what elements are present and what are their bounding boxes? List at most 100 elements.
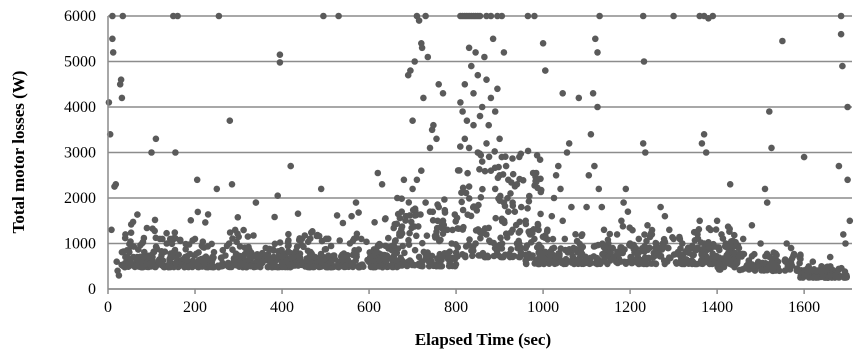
data-point <box>641 231 648 238</box>
data-point <box>646 244 653 252</box>
data-point <box>599 250 606 258</box>
data-point <box>413 232 420 240</box>
data-point <box>660 235 668 243</box>
x-tick-label: 1400 <box>701 299 733 316</box>
data-point <box>768 144 775 152</box>
y-tick-label: 4000 <box>64 99 96 116</box>
data-point <box>516 227 524 235</box>
data-point <box>613 258 620 266</box>
data-point <box>374 243 382 250</box>
data-point <box>202 219 209 226</box>
data-point <box>779 37 786 45</box>
data-point <box>484 253 492 261</box>
data-point <box>236 243 244 250</box>
data-point <box>479 249 487 257</box>
data-point <box>720 263 728 271</box>
data-point <box>406 212 414 219</box>
data-point <box>335 12 342 20</box>
data-point <box>172 149 179 156</box>
data-point <box>390 224 398 232</box>
data-point <box>449 226 456 234</box>
data-point <box>575 94 583 102</box>
data-point <box>135 246 142 253</box>
data-point <box>112 181 120 188</box>
data-point <box>336 237 344 244</box>
data-point <box>234 214 242 221</box>
data-point <box>435 81 443 88</box>
data-point <box>181 263 188 271</box>
data-point <box>122 253 129 261</box>
data-point <box>598 203 606 211</box>
data-point <box>308 229 315 236</box>
data-point <box>572 231 579 238</box>
data-point <box>422 199 429 206</box>
data-point <box>434 217 442 225</box>
data-point <box>119 12 127 20</box>
data-point <box>232 250 240 257</box>
data-point <box>222 252 229 259</box>
data-point <box>512 221 520 229</box>
x-tick-label: 400 <box>270 299 294 316</box>
data-point <box>192 250 200 258</box>
data-point <box>594 103 601 111</box>
data-point <box>537 252 544 260</box>
data-point <box>657 203 664 211</box>
data-point <box>373 248 380 256</box>
data-point <box>843 273 850 280</box>
data-point <box>766 260 774 268</box>
data-point <box>141 248 148 256</box>
data-point <box>682 258 690 266</box>
data-point <box>580 260 587 268</box>
data-point <box>457 99 464 106</box>
data-point <box>276 239 284 246</box>
data-point <box>602 243 609 251</box>
data-point <box>219 262 226 269</box>
data-point <box>325 235 332 243</box>
data-point <box>491 148 499 155</box>
data-point <box>589 90 597 97</box>
data-point <box>137 258 144 266</box>
data-point <box>519 177 527 184</box>
data-point <box>827 272 834 280</box>
x-tick-label: 1600 <box>788 299 820 316</box>
data-point <box>736 266 744 274</box>
data-point <box>417 211 424 218</box>
data-point <box>509 202 517 209</box>
data-point <box>398 230 406 237</box>
data-point <box>800 153 808 161</box>
data-point <box>476 112 484 120</box>
data-point <box>788 254 796 262</box>
data-point <box>507 190 514 197</box>
data-point <box>735 253 743 261</box>
y-tick-label: 5000 <box>64 54 96 71</box>
data-point <box>376 263 383 270</box>
data-point <box>411 58 419 65</box>
data-point <box>296 253 303 261</box>
data-point <box>731 249 738 257</box>
data-point <box>748 252 756 260</box>
data-point <box>189 237 196 244</box>
data-point <box>478 158 486 165</box>
data-point <box>705 239 712 246</box>
data-point <box>533 178 540 185</box>
data-point <box>676 235 684 243</box>
data-point <box>371 219 378 226</box>
data-point <box>121 234 129 242</box>
data-point <box>171 229 179 236</box>
data-point <box>270 253 278 261</box>
data-point <box>408 218 415 226</box>
data-point <box>809 267 817 274</box>
data-point <box>485 224 493 232</box>
data-point <box>400 176 408 184</box>
data-point <box>407 67 414 74</box>
data-point <box>826 253 834 261</box>
data-point <box>459 108 466 115</box>
data-point <box>177 237 184 245</box>
data-point <box>140 234 148 242</box>
data-point <box>643 237 650 245</box>
data-point <box>763 266 771 274</box>
data-point <box>394 210 402 218</box>
data-point <box>415 223 422 230</box>
data-point <box>523 242 531 249</box>
data-point <box>837 12 845 20</box>
